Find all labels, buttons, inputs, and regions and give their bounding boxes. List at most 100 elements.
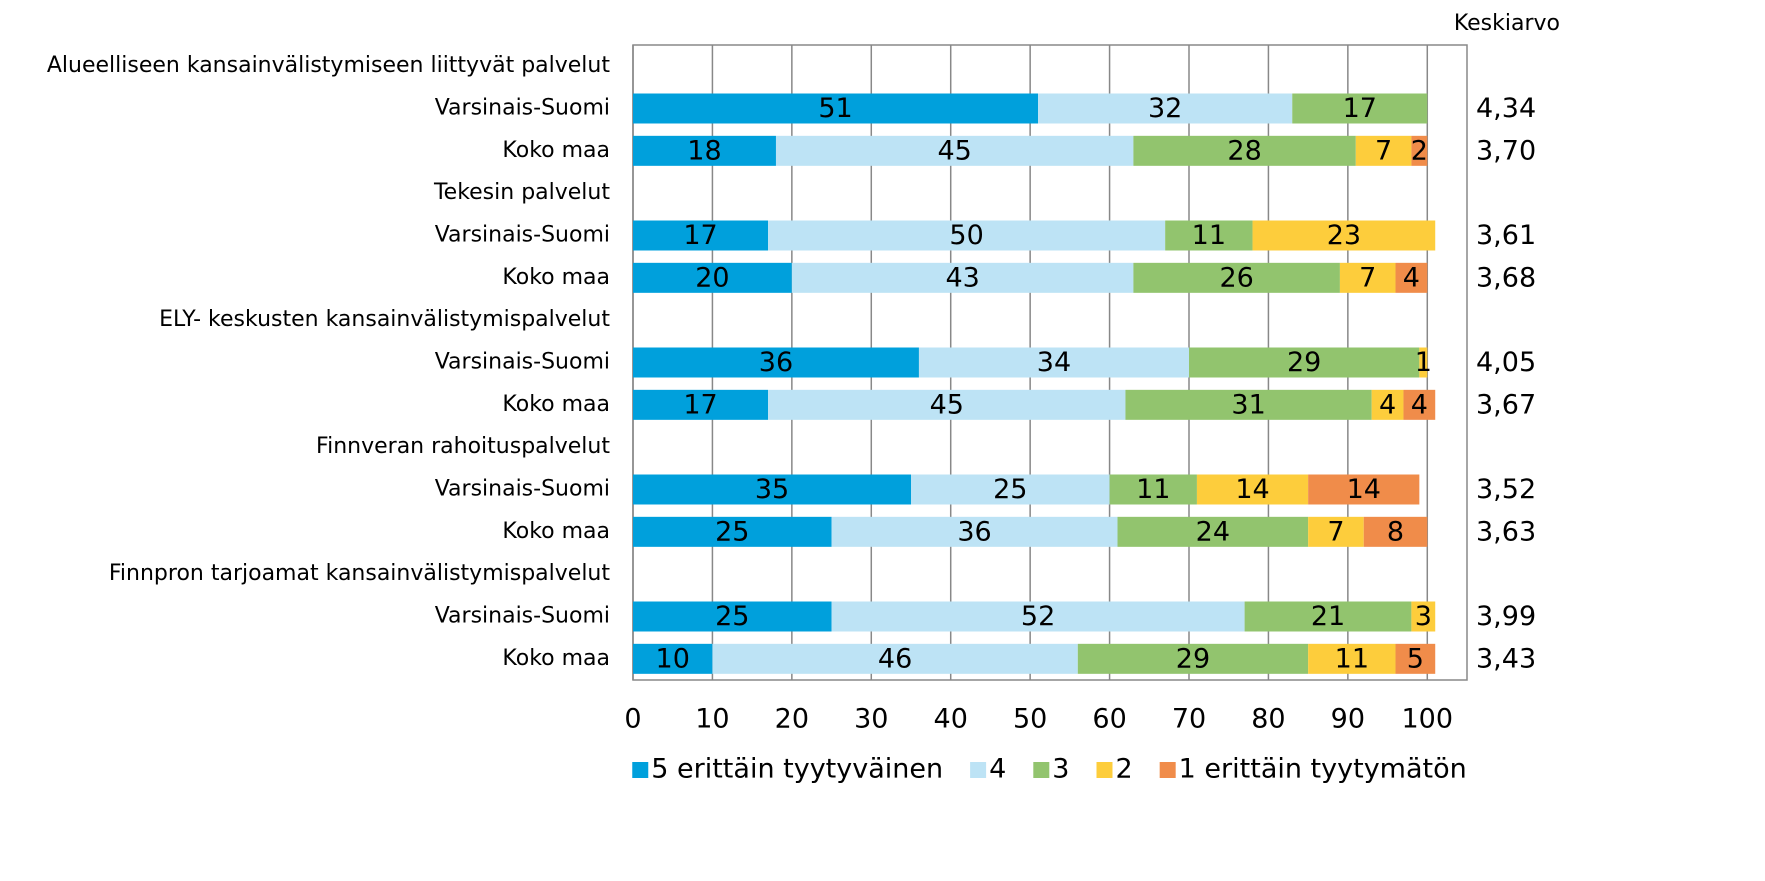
bar-segment — [1371, 389, 1404, 420]
category-label: Varsinais-Suomi — [435, 96, 610, 121]
bar-segment — [831, 601, 1245, 632]
value-label: 14 — [1235, 474, 1269, 505]
value-label: 25 — [715, 516, 749, 547]
bar-segment — [633, 474, 911, 505]
legend-swatch — [1159, 762, 1176, 778]
category-label: Varsinais-Suomi — [435, 223, 610, 248]
value-label: 36 — [957, 516, 991, 547]
bar-segment — [633, 93, 1039, 124]
bar-segment — [1244, 601, 1412, 632]
category-label: Koko maa — [502, 138, 610, 163]
value-label: 5 — [1407, 643, 1424, 674]
value-label: 43 — [945, 262, 979, 293]
bar-segment — [1117, 516, 1309, 547]
bar-segment — [1419, 347, 1428, 378]
value-label: 17 — [683, 389, 717, 420]
value-label: 14 — [1347, 474, 1381, 505]
bar-segment — [831, 516, 1118, 547]
mean-label: 3,99 — [1476, 601, 1536, 632]
category-label: ELY- keskusten kansainvälistymispalvelut — [159, 307, 610, 332]
value-label: 21 — [1311, 601, 1345, 632]
bar-segment — [768, 220, 1166, 251]
bar-segment — [1395, 262, 1428, 293]
x-tick-label: 0 — [624, 704, 641, 735]
x-tick-label: 60 — [1092, 704, 1126, 735]
mean-label: 3,61 — [1476, 220, 1536, 251]
value-label: 7 — [1327, 516, 1344, 547]
value-label: 11 — [1335, 643, 1369, 674]
value-label: 25 — [715, 601, 749, 632]
category-label: Finnpron tarjoamat kansainvälistymispalv… — [109, 561, 610, 586]
value-label: 10 — [656, 643, 690, 674]
value-label: 18 — [687, 135, 721, 166]
bar-segment — [633, 389, 769, 420]
bar-segment — [1411, 601, 1436, 632]
bar-segment — [1038, 93, 1293, 124]
x-tick-label: 10 — [695, 704, 729, 735]
bar-segment — [768, 389, 1126, 420]
legend: 5 erittäin tyytyväinen 4 3 2 1 erittäin tyyt… — [632, 754, 1467, 785]
legend-label: 3 — [1052, 754, 1069, 785]
value-label: 31 — [1231, 389, 1265, 420]
bar-segment — [1395, 643, 1436, 674]
bar-segment — [633, 220, 769, 251]
value-label: 45 — [938, 135, 972, 166]
bar-segment — [633, 135, 776, 166]
value-label: 35 — [755, 474, 789, 505]
value-label: 45 — [930, 389, 964, 420]
bar-segment — [1165, 220, 1253, 251]
mean-label: 3,67 — [1476, 389, 1536, 420]
value-label: 28 — [1227, 135, 1261, 166]
bar-segment — [1133, 262, 1340, 293]
value-label: 34 — [1037, 347, 1071, 378]
value-label: 20 — [695, 262, 729, 293]
value-label: 7 — [1359, 262, 1376, 293]
value-label: 26 — [1219, 262, 1253, 293]
value-label: 8 — [1387, 516, 1404, 547]
legend-label: 2 — [1115, 754, 1132, 785]
bar-segment — [918, 347, 1189, 378]
legend-swatch — [632, 762, 649, 778]
value-label: 4 — [1411, 389, 1428, 420]
value-label: 7 — [1375, 135, 1392, 166]
value-label: 29 — [1287, 347, 1321, 378]
value-label: 25 — [993, 474, 1027, 505]
value-label: 2 — [1411, 135, 1428, 166]
bar-segment — [1077, 643, 1309, 674]
category-label: Finnveran rahoituspalvelut — [316, 434, 610, 459]
value-label: 51 — [818, 93, 852, 124]
bar-segment — [1189, 347, 1420, 378]
bar-segment — [791, 262, 1134, 293]
legend-label: 5 erittäin tyytyväinen — [651, 754, 943, 785]
x-tick-label: 30 — [854, 704, 888, 735]
value-label: 24 — [1196, 516, 1230, 547]
bar-segment — [1196, 474, 1309, 505]
legend-swatch — [970, 762, 987, 778]
bar-segment — [775, 135, 1134, 166]
category-label: Koko maa — [502, 392, 610, 417]
category-label: Koko maa — [502, 265, 610, 290]
value-label: 3 — [1415, 601, 1432, 632]
value-label: 29 — [1176, 643, 1210, 674]
value-label: 23 — [1327, 220, 1361, 251]
bar-segment — [1339, 262, 1396, 293]
bar-segment — [1355, 135, 1412, 166]
bar-segment — [1403, 389, 1436, 420]
mean-label: 3,63 — [1476, 516, 1536, 547]
x-tick-label: 50 — [1013, 704, 1047, 735]
legend-swatch — [1096, 762, 1113, 778]
bar-segment — [1308, 516, 1364, 547]
bar-segment — [1411, 135, 1428, 166]
mean-label: 3,68 — [1476, 262, 1536, 293]
x-tick-label: 20 — [775, 704, 809, 735]
bar-segment — [1363, 516, 1428, 547]
category-label: Alueelliseen kansainvälistymiseen liitty… — [47, 53, 611, 78]
bar-segment — [633, 347, 919, 378]
bar-segment — [1292, 93, 1428, 124]
bar-segment — [1308, 474, 1420, 505]
value-label: 17 — [683, 220, 717, 251]
value-label: 46 — [878, 643, 912, 674]
bar-segment — [633, 643, 713, 674]
mean-label: 3,70 — [1476, 135, 1536, 166]
